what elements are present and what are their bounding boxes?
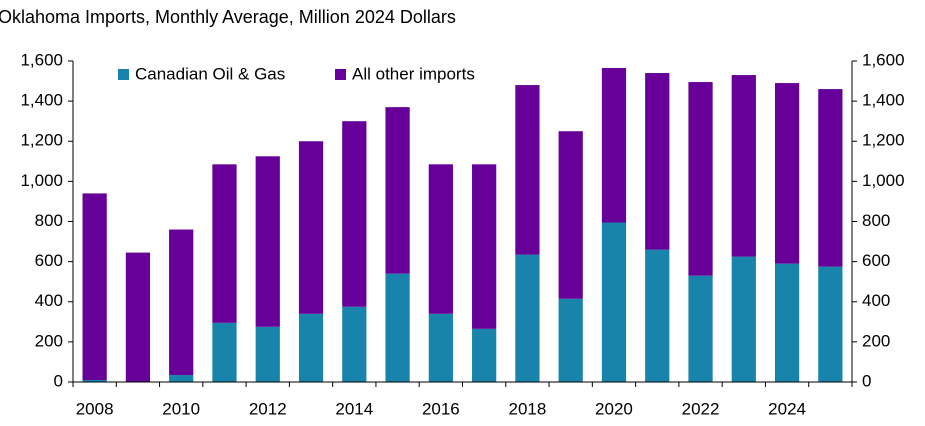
x-tick-label: 2018	[509, 399, 547, 418]
x-tick-label: 2014	[335, 399, 373, 418]
y2-tick-label: 600	[862, 251, 890, 270]
legend-label: Canadian Oil & Gas	[135, 64, 285, 83]
bar-segment	[342, 306, 367, 382]
y2-tick-label: 400	[862, 291, 890, 310]
y-tick-label: 200	[35, 331, 63, 350]
bar-segment	[255, 326, 280, 382]
bar-segment	[169, 229, 194, 375]
x-tick-label: 2020	[595, 399, 633, 418]
bar-segment	[515, 254, 540, 382]
bar-segment	[385, 273, 410, 382]
bar-segment	[818, 89, 843, 267]
x-tick-label: 2012	[249, 399, 287, 418]
bar-segment	[428, 313, 453, 382]
bar-segment	[212, 164, 237, 323]
y-tick-label: 800	[35, 211, 63, 230]
bar-segment	[82, 193, 107, 380]
y2-tick-label: 200	[862, 331, 890, 350]
bar-segment	[601, 222, 627, 382]
y-tick-label: 1,200	[20, 131, 63, 150]
x-tick-label: 2010	[162, 399, 200, 418]
y2-tick-label: 1,400	[862, 91, 905, 110]
legend-swatch	[118, 69, 129, 80]
bar-segment	[428, 164, 453, 314]
bar-segment	[125, 252, 151, 382]
x-tick-label: 2008	[76, 399, 114, 418]
bar-segment	[472, 328, 497, 382]
y-tick-label: 400	[35, 291, 63, 310]
y-tick-label: 1,400	[20, 91, 63, 110]
bar-segment	[298, 141, 324, 314]
bar-segment	[688, 275, 713, 382]
y2-tick-label: 1,200	[862, 131, 905, 150]
y-tick-label: 1,000	[20, 171, 63, 190]
bar-segment	[645, 249, 670, 382]
legend-swatch	[335, 69, 346, 80]
y-tick-label: 600	[35, 251, 63, 270]
bar-segment	[645, 73, 670, 250]
bar-segment	[212, 322, 237, 382]
bar-segment	[385, 107, 410, 274]
bar-segment	[558, 298, 583, 382]
chart-title: Oklahoma Imports, Monthly Average, Milli…	[0, 7, 456, 27]
bar-segment	[255, 156, 280, 327]
y2-tick-label: 1,600	[862, 50, 905, 69]
x-tick-label: 2022	[682, 399, 720, 418]
x-tick-label: 2024	[768, 399, 806, 418]
bar-segment	[558, 131, 583, 299]
bar-segment	[688, 82, 713, 276]
y-tick-label: 1,600	[20, 50, 63, 69]
bar-segment	[774, 83, 800, 264]
bar-segment	[774, 263, 800, 382]
bar-segment	[515, 85, 540, 255]
bar-segment	[601, 68, 627, 223]
y2-tick-label: 1,000	[862, 171, 905, 190]
bar-segment	[169, 374, 194, 382]
x-tick-label: 2016	[422, 399, 460, 418]
bar-segment	[472, 164, 497, 329]
bar-segment	[818, 266, 843, 382]
y-tick-label: 0	[54, 371, 63, 390]
bar-segment	[82, 379, 107, 382]
y2-tick-label: 800	[862, 211, 890, 230]
bar-segment	[731, 256, 756, 382]
bar-segment	[342, 121, 367, 307]
bar-segment	[298, 313, 324, 382]
bar-segment	[731, 75, 756, 257]
y2-tick-label: 0	[862, 371, 871, 390]
legend-label: All other imports	[352, 64, 475, 83]
